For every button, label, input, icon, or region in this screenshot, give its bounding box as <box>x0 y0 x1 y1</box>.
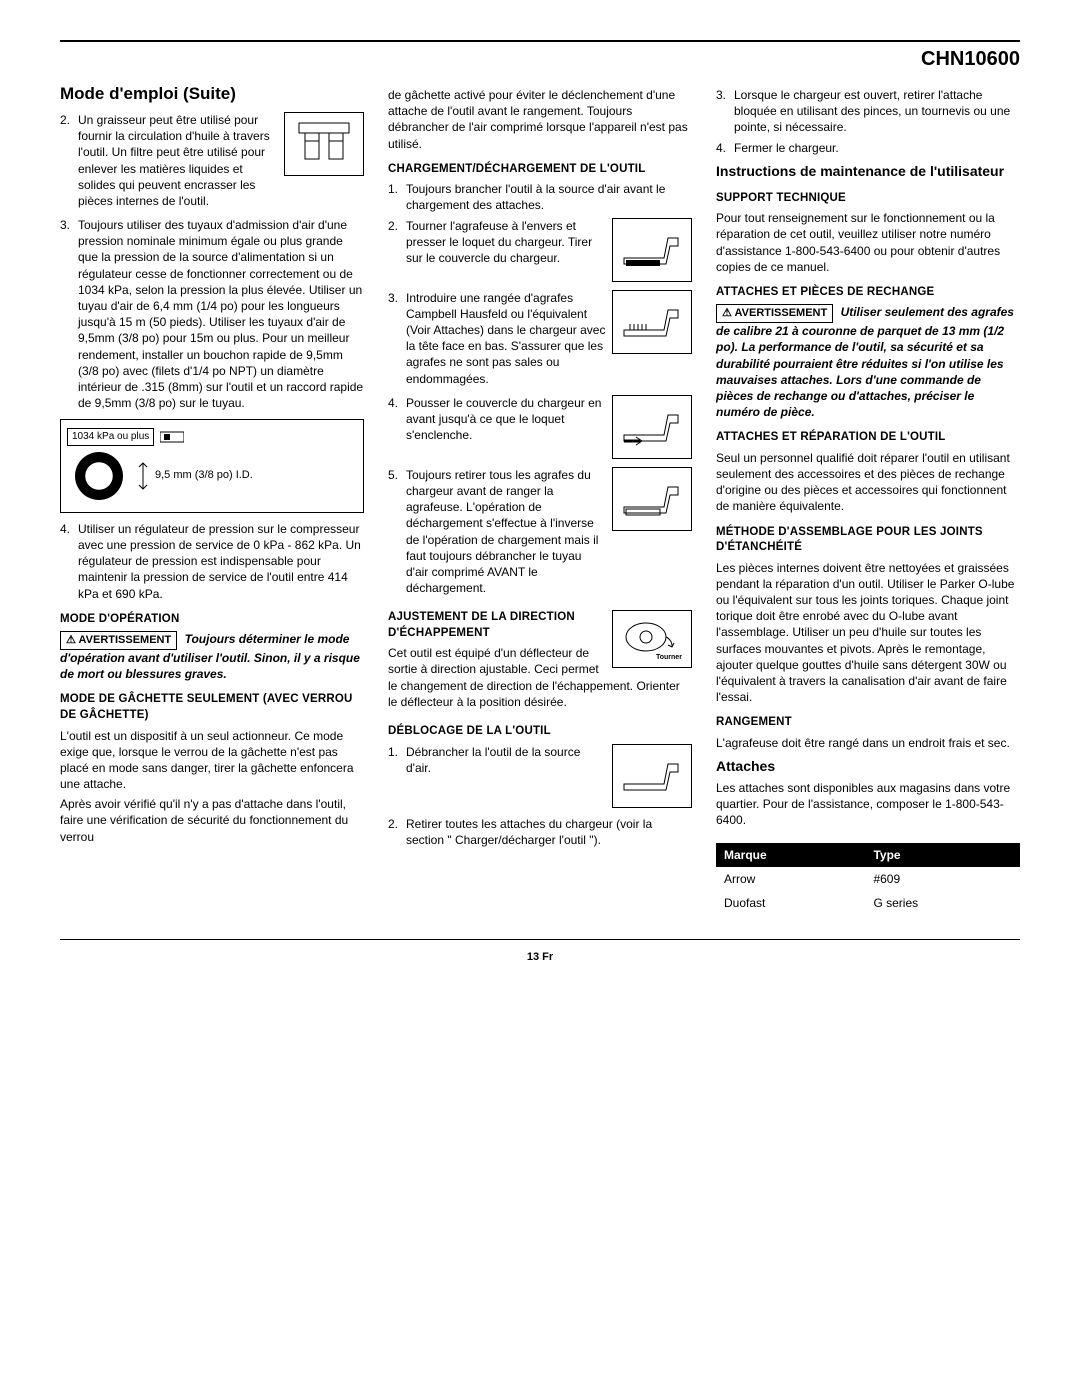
stapler-figure <box>612 744 692 808</box>
list-number: 3. <box>388 290 406 387</box>
table-row: Duofast G series <box>716 891 1020 915</box>
model-number: CHN10600 <box>60 46 1020 73</box>
list-text: Utiliser un régulateur de pression sur l… <box>78 521 364 602</box>
list-text: Toujours retirer tous les agrafes du cha… <box>406 467 606 597</box>
subhead-mode-operation: MODE D'OPÉRATION <box>60 612 364 628</box>
gauge-diagram: 1034 kPa ou plus 9,5 mm (3/8 po) I.D. <box>60 419 364 513</box>
warning-block: AVERTISSEMENT Toujours déterminer le mod… <box>60 631 364 682</box>
list-number: 3. <box>60 217 78 411</box>
list-number: 2. <box>388 218 406 267</box>
list-text: Un graisseur peut être utilisé pour four… <box>78 112 278 209</box>
attaches-table: Marque Type Arrow #609 Duofast G series <box>716 843 1020 916</box>
exhaust-figure: Tourner <box>612 610 692 668</box>
subhead-pieces: ATTACHES ET PIÈCES DE RECHANGE <box>716 285 1020 301</box>
stapler-figure <box>612 218 692 282</box>
page-footer: 13 Fr <box>60 950 1020 965</box>
table-cell: #609 <box>865 867 1020 891</box>
top-rule <box>60 40 1020 42</box>
body-text: Pour tout renseignement sur le fonctionn… <box>716 210 1020 275</box>
table-header: Marque <box>716 843 865 867</box>
list-text: Toujours brancher l'outil à la source d'… <box>406 181 692 213</box>
body-text: Après avoir vérifié qu'il n'y a pas d'at… <box>60 796 364 845</box>
list-text: Pousser le couvercle du chargeur en avan… <box>406 395 606 444</box>
stapler-figure <box>612 290 692 354</box>
table-cell: Arrow <box>716 867 865 891</box>
stapler-figure <box>612 467 692 531</box>
subhead-gachette: MODE DE GÂCHETTE SEULEMENT (AVEC VERROU … <box>60 692 364 723</box>
warning-text: Utiliser seulement des agrafes de calibr… <box>716 305 1014 419</box>
list-number: 4. <box>388 395 406 444</box>
body-text: Les attaches sont disponibles aux magasi… <box>716 780 1020 829</box>
bottom-rule <box>60 939 1020 940</box>
list-number: 2. <box>60 112 78 209</box>
stapler-figure <box>612 395 692 459</box>
subhead-assemblage: MÉTHODE D'ASSEMBLAGE POUR LES JOINTS D'É… <box>716 525 1020 556</box>
content-columns: Mode d'emploi (Suite) 2. Un graisseur pe… <box>60 83 1020 915</box>
list-number: 5. <box>388 467 406 597</box>
section-attaches: Attaches <box>716 757 1020 776</box>
list-text: Toujours utiliser des tuyaux d'admission… <box>78 217 364 411</box>
warning-label: AVERTISSEMENT <box>716 304 833 323</box>
list-number: 1. <box>388 181 406 213</box>
svg-text:Tourner: Tourner <box>656 654 682 661</box>
list-text: Tourner l'agrafeuse à l'envers et presse… <box>406 218 606 267</box>
table-cell: Duofast <box>716 891 865 915</box>
body-text: L'outil est un dispositif à un seul acti… <box>60 728 364 793</box>
subhead-deblocage: DÉBLOCAGE DE LA L'OUTIL <box>388 724 692 740</box>
lubricator-figure <box>284 112 364 176</box>
table-header: Type <box>865 843 1020 867</box>
gauge-side-label: 9,5 mm (3/8 po) I.D. <box>155 468 253 483</box>
section-maintenance: Instructions de maintenance de l'utilisa… <box>716 162 1020 181</box>
list-text: Lorsque le chargeur est ouvert, retirer … <box>734 87 1020 136</box>
warning-label: AVERTISSEMENT <box>60 631 177 650</box>
subhead-reparation: ATTACHES ET RÉPARATION DE L'OUTIL <box>716 430 1020 446</box>
gauge-icon <box>75 452 123 500</box>
body-text: L'agrafeuse doit être rangé dans un endr… <box>716 735 1020 751</box>
list-text: Débrancher la l'outil de la source d'air… <box>406 744 606 776</box>
gauge-top-label: 1034 kPa ou plus <box>67 428 154 446</box>
body-text: Les pièces internes doivent être nettoyé… <box>716 560 1020 706</box>
body-text: Seul un personnel qualifié doit réparer … <box>716 450 1020 515</box>
subhead-rangement: RANGEMENT <box>716 715 1020 731</box>
list-text: Fermer le chargeur. <box>734 140 1020 156</box>
column-3: 3. Lorsque le chargeur est ouvert, retir… <box>716 83 1020 915</box>
subhead-chargement: CHARGEMENT/DÉCHARGEMENT DE L'OUTIL <box>388 162 692 178</box>
table-cell: G series <box>865 891 1020 915</box>
body-text: de gâchette activé pour éviter le déclen… <box>388 87 692 152</box>
column-1: Mode d'emploi (Suite) 2. Un graisseur pe… <box>60 83 364 915</box>
subhead-support: SUPPORT TECHNIQUE <box>716 191 1020 207</box>
list-number: 3. <box>716 87 734 136</box>
section-title: Mode d'emploi (Suite) <box>60 83 364 106</box>
table-row: Arrow #609 <box>716 867 1020 891</box>
list-number: 4. <box>716 140 734 156</box>
list-text: Introduire une rangée d'agrafes Campbell… <box>406 290 606 387</box>
warning-block: AVERTISSEMENT Utiliser seulement des agr… <box>716 304 1020 420</box>
list-number: 2. <box>388 816 406 848</box>
column-2: de gâchette activé pour éviter le déclen… <box>388 83 692 915</box>
list-number: 4. <box>60 521 78 602</box>
list-text: Retirer toutes les attaches du chargeur … <box>406 816 692 848</box>
list-number: 1. <box>388 744 406 776</box>
